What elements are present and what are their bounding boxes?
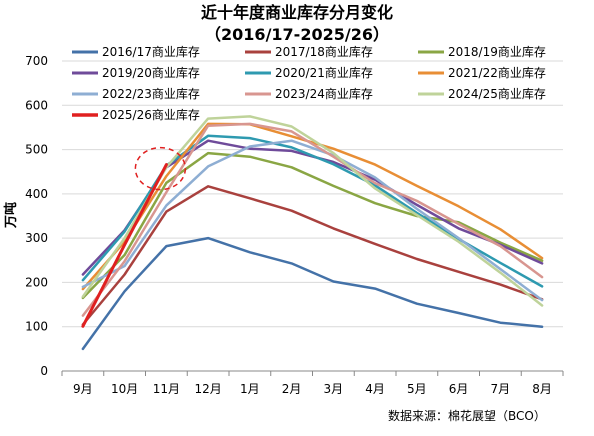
y-axis-label: 万吨 [3,202,19,229]
series-line [81,185,544,326]
legend-label: 2025/26商业库存 [102,107,200,122]
x-tick-label: 3月 [324,382,344,396]
y-tick-label: 600 [25,98,48,112]
x-tick-label: 6月 [449,382,469,396]
chart-title: 近十年度商业库存分月变化 [201,3,393,22]
x-tick-label: 12月 [194,382,221,396]
y-tick-label: 400 [25,187,48,201]
annotation-layer [134,146,187,191]
legend-label: 2021/22商业库存 [448,65,546,80]
y-tick-label: 500 [25,143,48,157]
x-tick-label: 7月 [491,382,511,396]
x-tick-label: 1月 [240,382,260,396]
y-tick-label: 200 [25,275,48,289]
legend-label: 2019/20商业库存 [102,65,200,80]
x-tick-label: 9月 [73,382,93,396]
x-tick-label: 4月 [365,382,385,396]
legend-label: 2016/17商业库存 [102,44,200,59]
legend-label: 2022/23商业库存 [102,86,200,101]
series-line [81,134,544,288]
x-tick-label: 11月 [153,382,180,396]
x-tick-label: 2月 [282,382,302,396]
series-line [81,151,544,300]
legend-label: 2024/25商业库存 [448,86,546,101]
legend-label: 2020/21商业库存 [275,65,373,80]
series-line [81,163,168,328]
x-tick-label: 5月 [407,382,427,396]
legend-label: 2023/24商业库存 [275,86,373,101]
grid-layer [62,60,563,328]
series-line [81,236,544,351]
y-tick-label: 100 [25,320,48,334]
legend: 2016/17商业库存 2017/18商业库存 2018/19商业库存 2019/20… [72,44,546,122]
highlight-circle [134,146,187,191]
axis-layer: 0 100 200 300 400 500 600 700 9月 10月 11月 12月 1月 2月 3月 4… [25,54,564,396]
y-tick-label: 700 [25,54,48,68]
y-tick-label: 300 [25,231,48,245]
source-note: 数据来源：棉花展望（BCO） [388,408,546,423]
series-line [81,122,544,317]
y-tick-label: 0 [40,364,48,378]
legend-label: 2017/18商业库存 [275,44,373,59]
legend-label: 2018/19商业库存 [448,44,546,59]
series-line [81,139,544,302]
chart-subtitle: （2016/17-2025/26） [205,25,389,44]
x-tick-label: 10月 [111,382,138,396]
series-line [81,122,544,291]
series-layer [81,115,544,351]
x-tick-label: 8月 [532,382,552,396]
